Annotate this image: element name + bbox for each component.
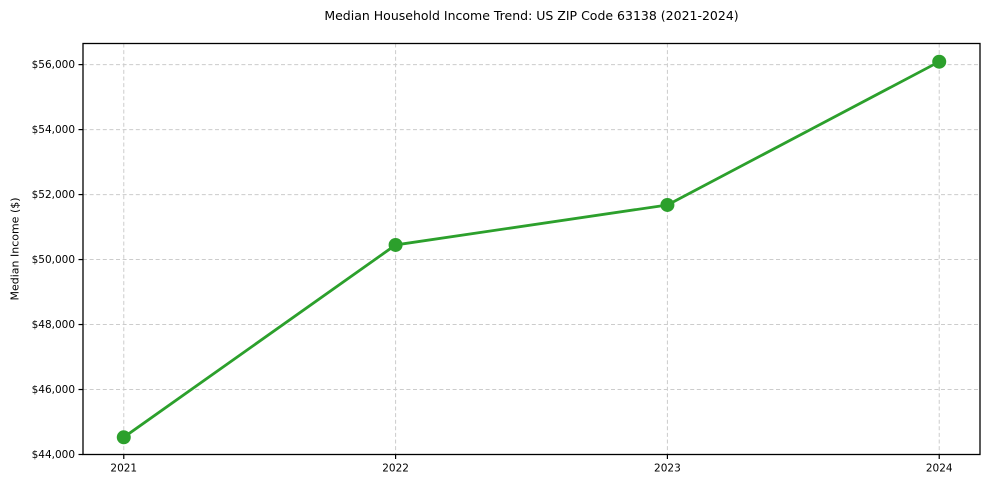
data-point-2022 [388,237,403,252]
y-tick-label: $50,000 [32,254,75,266]
x-tick-label: 2023 [654,463,681,475]
x-tick-label: 2022 [382,463,409,475]
trend-line [122,60,941,439]
data-point-2024 [932,54,947,69]
x-tick-label: 2021 [110,463,137,475]
chart-title: Median Household Income Trend: US ZIP Co… [324,8,739,23]
plot-border [82,42,981,456]
y-tick-label: $44,000 [32,449,75,461]
y-tick-label: $46,000 [32,384,75,396]
y-tick-label: $54,000 [32,124,75,136]
x-tick-label: 2024 [926,463,953,475]
y-tick-label: $48,000 [32,319,75,331]
y-tick-label: $52,000 [32,189,75,201]
data-point-2021 [116,430,131,445]
data-point-2023 [660,197,675,212]
y-tick-label: $56,000 [32,59,75,71]
